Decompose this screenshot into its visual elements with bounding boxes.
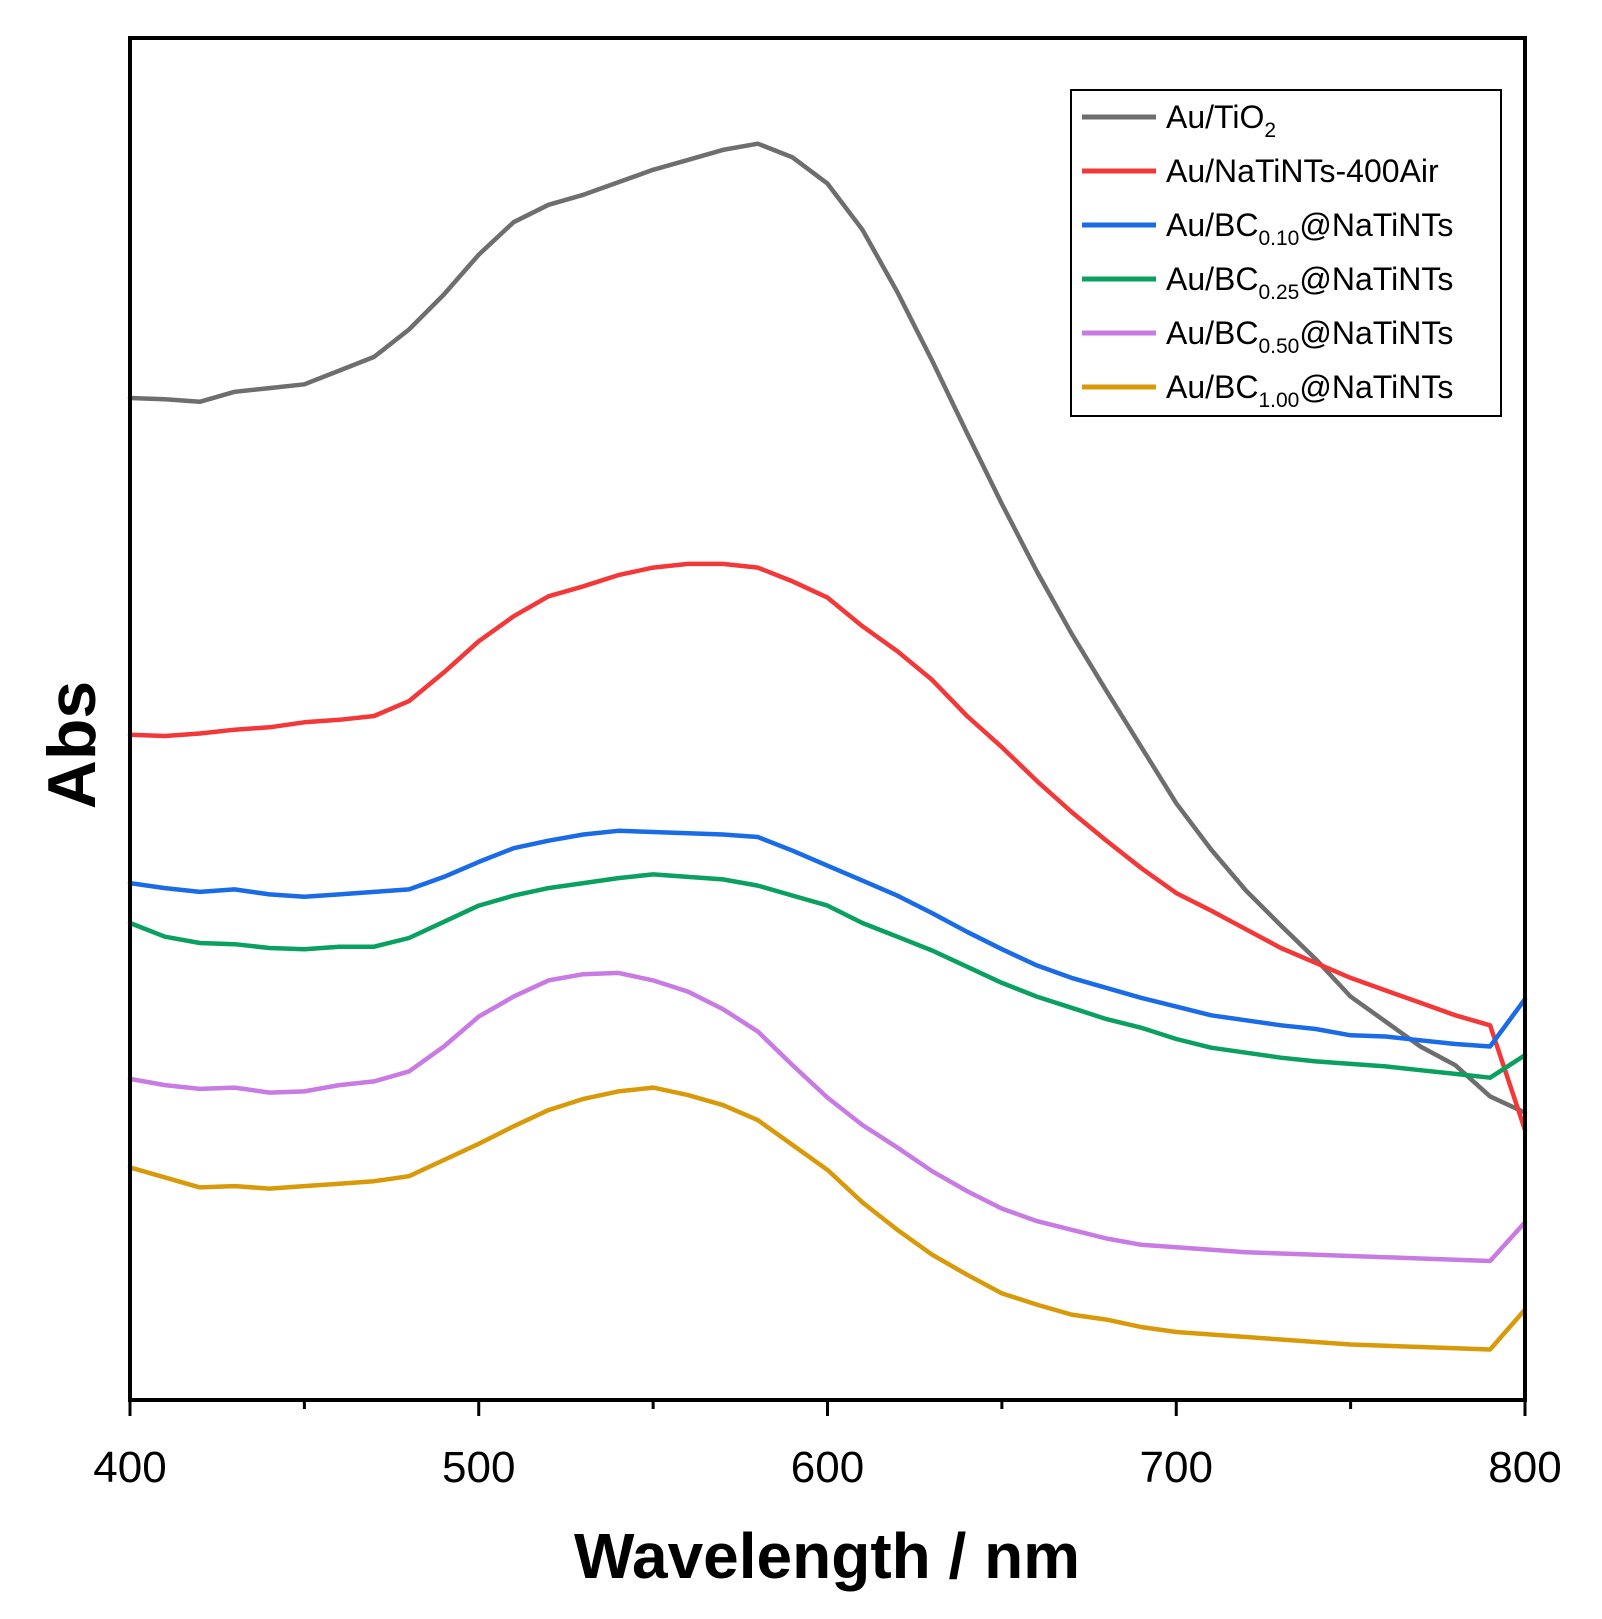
legend-label-1: Au/NaTiNTs-400Air: [1166, 153, 1439, 189]
series-line-5: [127, 1085, 1528, 1352]
y-axis-title: Abs: [34, 681, 110, 809]
legend-label-2: Au/BC0.10@NaTiNTs: [1166, 207, 1453, 250]
series-line-1: [127, 561, 1528, 1133]
x-tick-label: 400: [93, 1443, 166, 1492]
legend-box: [1070, 89, 1502, 417]
x-tick-label: 800: [1488, 1443, 1561, 1492]
x-tick-label: 600: [791, 1443, 864, 1492]
x-axis-title: Wavelength / nm: [574, 1520, 1080, 1592]
series-line-3: [127, 872, 1528, 1080]
legend-label-3: Au/BC0.25@NaTiNTs: [1166, 261, 1453, 304]
series-line-0: [127, 141, 1528, 1115]
legend-label-5: Au/BC1.00@NaTiNTs: [1166, 369, 1453, 412]
x-tick-label: 700: [1140, 1443, 1213, 1492]
x-tick-label: 500: [442, 1443, 515, 1492]
x-axis-ticks: 400 500 600 700 800: [93, 1400, 1562, 1492]
legend-label-0: Au/TiO2: [1166, 99, 1276, 142]
series-layer: [127, 141, 1528, 1352]
series-line-4: [127, 970, 1528, 1264]
legend-label-4: Au/BC0.50@NaTiNTs: [1166, 315, 1453, 358]
legend: Au/TiO2 Au/NaTiNTs-400Air Au/BC0.10@NaTiNT…: [1070, 89, 1502, 417]
series-line-2: [127, 828, 1528, 1049]
